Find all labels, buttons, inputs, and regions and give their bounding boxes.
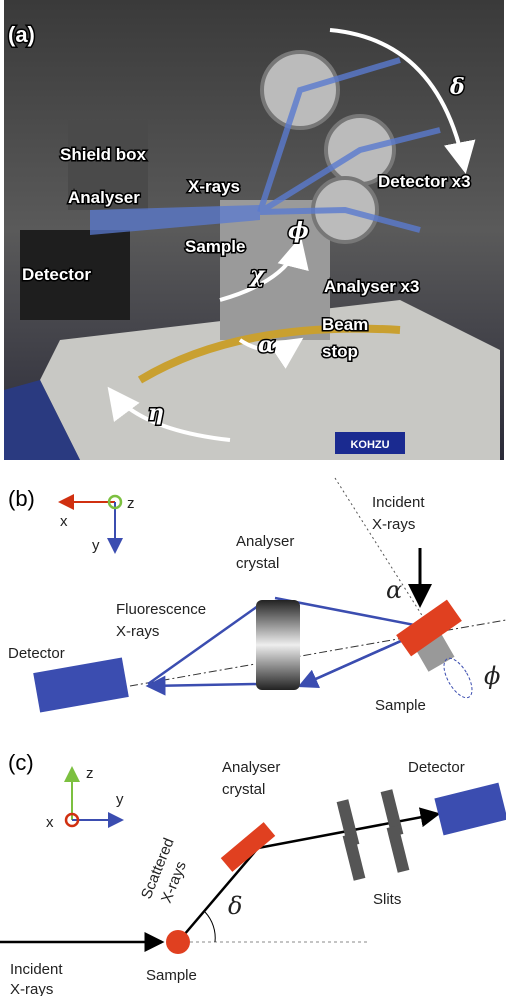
angle-label: η xyxy=(148,400,164,426)
annotation: Sample xyxy=(185,237,245,256)
label: Detector xyxy=(408,759,465,776)
figure: (a) Shield box Analyser X-rays Sample De… xyxy=(0,0,506,996)
annotation: Detector xyxy=(22,265,91,284)
label: X-rays xyxy=(372,516,415,533)
page: {"panels": { "a": {"label": "(a)", "shie… xyxy=(0,0,506,996)
label: crystal xyxy=(236,555,279,572)
label: X-rays xyxy=(10,981,53,996)
analyser-crystal xyxy=(256,600,300,690)
label: Incident xyxy=(372,494,425,511)
axis-label: z xyxy=(127,495,135,512)
detector xyxy=(434,783,506,836)
panel-b: (b) z x y Incident X-rays Analyser cryst… xyxy=(8,478,506,714)
brand-text: KOHZU xyxy=(350,439,389,451)
label: Fluorescence xyxy=(116,601,206,618)
annotation: Analyser xyxy=(68,188,140,207)
angle-label: δ xyxy=(228,892,242,920)
annotation: X-rays xyxy=(188,177,240,196)
delta-arc xyxy=(205,912,215,942)
detector xyxy=(33,657,129,712)
axis-label: y xyxy=(116,791,124,808)
annotation: Detector x3 xyxy=(378,172,471,191)
label: Detector xyxy=(8,645,65,662)
panel-label: (c) xyxy=(8,750,34,775)
annotation: Beam xyxy=(322,315,368,334)
label: crystal xyxy=(222,781,265,798)
label: Analyser xyxy=(222,759,280,776)
panel-label: (a) xyxy=(8,22,35,47)
angle-label: ϕ xyxy=(484,662,500,690)
annotation: Analyser x3 xyxy=(324,277,419,296)
axis-label: z xyxy=(86,765,94,782)
angle-label: δ xyxy=(449,74,465,100)
sample xyxy=(166,930,190,954)
angle-label: α xyxy=(258,332,275,358)
panel-label: (b) xyxy=(8,486,35,511)
label: X-rays xyxy=(116,623,159,640)
angle-label: χ xyxy=(248,262,266,288)
annotation: Shield box xyxy=(60,145,147,164)
annotation: stop xyxy=(322,342,358,361)
angle-label: α xyxy=(386,576,402,604)
label: Sample xyxy=(146,967,197,984)
axis-label: x xyxy=(60,513,68,530)
label: Slits xyxy=(373,891,401,908)
axis-label: x xyxy=(46,814,54,831)
label: Sample xyxy=(375,697,426,714)
axis-label: y xyxy=(92,537,100,554)
angle-label: ϕ xyxy=(288,218,309,244)
panel-c: (c) z y x Analyser crystal Detector Scat… xyxy=(0,750,506,996)
label: Analyser xyxy=(236,533,294,550)
label: Incident xyxy=(10,961,63,978)
slit xyxy=(343,833,366,881)
slit xyxy=(387,825,410,873)
panel-a: (a) Shield box Analyser X-rays Sample De… xyxy=(4,0,504,460)
